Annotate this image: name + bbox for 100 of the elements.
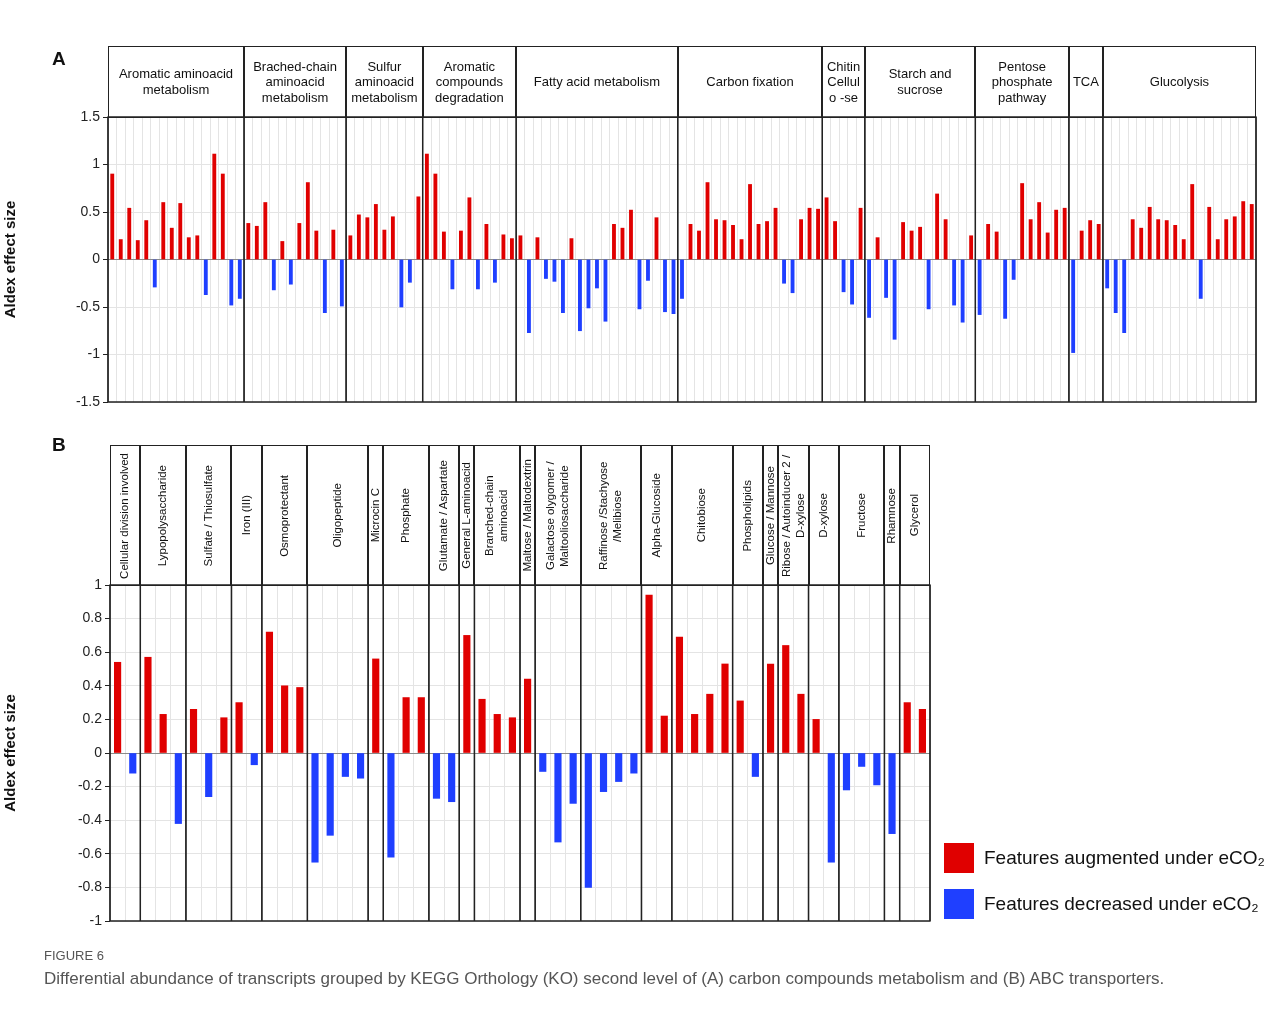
group-header: Glutamate / Aspartate (428, 445, 460, 586)
bar (1190, 184, 1195, 260)
bar (660, 715, 668, 753)
bar (612, 224, 616, 260)
group-header: Cellular division involved (110, 445, 141, 586)
bar (1105, 259, 1110, 289)
group-header: Galactose olygomer / Maltooliosaccharide (535, 445, 581, 586)
bar (458, 230, 463, 260)
y-tick-label: -0.2 (77, 777, 103, 794)
bar (1011, 259, 1016, 280)
bar (1249, 204, 1254, 260)
bar (524, 678, 532, 753)
bar (450, 259, 455, 290)
bar (918, 226, 923, 260)
bar (114, 661, 122, 753)
bar (1241, 201, 1246, 260)
bar (797, 693, 805, 753)
bar (501, 234, 506, 260)
bar (1207, 206, 1212, 260)
group-header: Raffinose /Stachyose /Melibiose (580, 445, 642, 586)
bar (867, 259, 872, 318)
group-header: Phospholipids (732, 445, 763, 586)
bar (288, 259, 293, 285)
bar (135, 240, 140, 260)
text: B (52, 434, 66, 456)
bar (629, 209, 633, 260)
bar (799, 219, 803, 260)
bar (297, 223, 302, 260)
bar (782, 259, 786, 284)
group-header: Chitobiose (671, 445, 733, 586)
bar (850, 259, 854, 305)
bar (152, 259, 157, 288)
bar (1020, 183, 1025, 260)
bar (595, 259, 599, 289)
bar (1156, 219, 1161, 260)
bar (1096, 224, 1101, 260)
bar (281, 685, 289, 753)
y-tick-label: -1 (87, 345, 101, 362)
y-axis-title: Aldex effect size (1, 200, 19, 319)
text: Differential abundance of transcripts grouped by KEGG Orthology (KO) second level of (A) carbon compounds metabolism and (B) ABC transporters. (44, 968, 1166, 990)
bar (311, 753, 319, 863)
group-header: Glycerol (899, 445, 930, 586)
group-header: D-xylose (808, 445, 839, 586)
bar (246, 223, 251, 260)
bar (212, 153, 217, 260)
bar (235, 702, 243, 753)
bar (1173, 224, 1178, 260)
bar (475, 259, 480, 290)
bar (433, 173, 438, 260)
bar (448, 753, 456, 803)
bar (952, 259, 957, 306)
bar (1139, 227, 1144, 260)
bar (387, 753, 395, 858)
bar (1037, 202, 1042, 260)
bar (314, 230, 319, 260)
bar (926, 259, 931, 310)
group-header: Sulfur aminoacid metabolism (346, 46, 423, 118)
bar (144, 220, 149, 260)
y-tick-label: 0.6 (82, 643, 103, 660)
bar (339, 259, 344, 307)
bar (748, 184, 752, 260)
group-header: Rhamnose (884, 445, 900, 586)
group-header: Osmoprotectant (261, 445, 308, 586)
bar (296, 687, 304, 753)
y-tick-label: -1 (89, 911, 103, 928)
bar (129, 753, 137, 774)
bar (736, 700, 744, 753)
bar (544, 259, 548, 279)
bar (615, 753, 623, 782)
bar (1079, 230, 1084, 260)
bar (873, 753, 881, 786)
bar (1028, 219, 1033, 260)
bar (203, 259, 208, 295)
bar (646, 259, 650, 281)
bar (578, 259, 582, 332)
bar (918, 708, 926, 753)
bar (935, 193, 940, 260)
legend-label: Features decreased under eCO₂ (984, 893, 1259, 915)
group-header: Glucose / Mannose (762, 445, 779, 586)
y-tick-label: 1.5 (80, 107, 101, 124)
group-header: Pentose phosphate pathway (975, 46, 1069, 118)
group-header: Brached-chain aminoacid metabolism (244, 46, 347, 118)
group-header: TCA (1068, 46, 1103, 118)
bar (250, 753, 258, 766)
bar (399, 259, 404, 308)
bar (432, 753, 441, 799)
bar (467, 197, 472, 260)
y-tick-label: 0.2 (82, 710, 103, 727)
bar (280, 241, 285, 260)
bar (901, 222, 906, 260)
bar (237, 259, 242, 299)
y-tick-label: 0 (92, 250, 101, 267)
bar (1071, 259, 1076, 353)
bar (322, 259, 327, 314)
y-tick-label: 1 (94, 575, 103, 592)
bar (1062, 207, 1067, 260)
bar (994, 231, 999, 260)
bar (630, 753, 638, 774)
text: A (52, 48, 66, 70)
bar (416, 196, 421, 260)
